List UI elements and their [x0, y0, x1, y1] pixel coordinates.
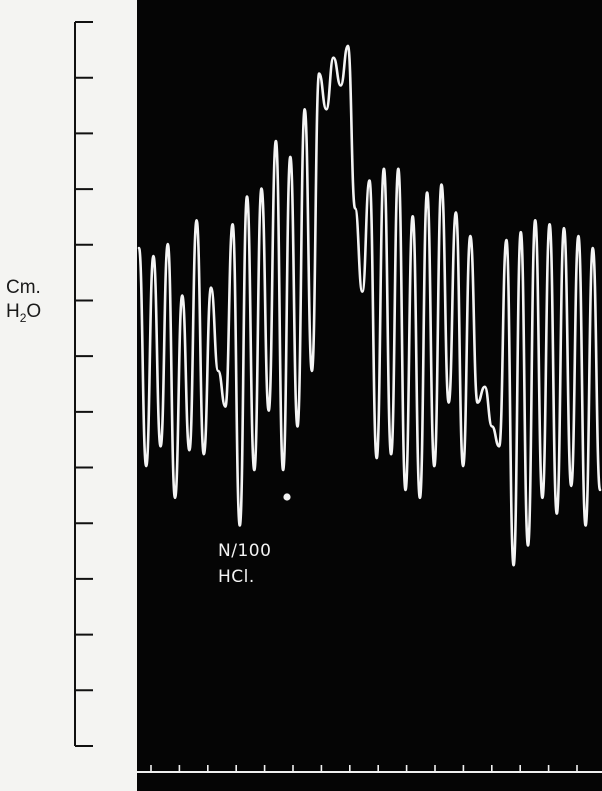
y-axis-medium-sub: 2: [19, 310, 27, 325]
y-axis-label: Cm. H2O: [6, 276, 41, 330]
x-axis: [137, 765, 602, 773]
pressure-trace-line: [137, 44, 602, 567]
injection-annotation: N/100 HCl.: [218, 538, 271, 590]
annotation-line-1: N/100: [218, 541, 272, 561]
annotation-line-2: HCl.: [218, 567, 255, 587]
y-axis: [74, 21, 93, 747]
y-axis-medium-h: H: [6, 301, 20, 322]
injection-marker-dot: [283, 493, 291, 501]
y-axis-unit: Cm.: [6, 277, 41, 298]
y-axis-medium-o: O: [26, 301, 42, 322]
y-axis-medium: H2O: [6, 300, 41, 330]
